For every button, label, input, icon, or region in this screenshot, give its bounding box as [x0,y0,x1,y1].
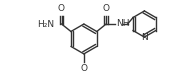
Text: N: N [141,33,148,42]
Text: O: O [80,64,87,73]
Text: O: O [103,4,110,13]
Text: O: O [57,4,64,13]
Text: H₂N: H₂N [37,20,54,28]
Text: NH: NH [116,19,130,28]
